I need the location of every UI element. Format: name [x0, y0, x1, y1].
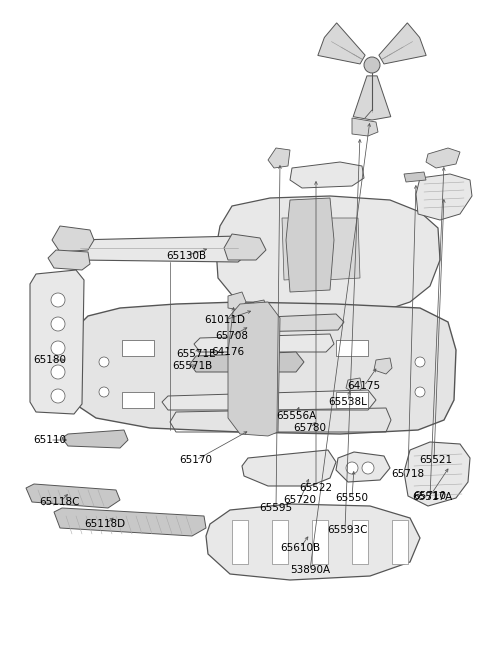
Text: 61011D: 61011D: [204, 315, 245, 325]
Polygon shape: [268, 148, 290, 168]
Polygon shape: [228, 302, 280, 436]
Circle shape: [415, 387, 425, 397]
Polygon shape: [404, 172, 426, 182]
Polygon shape: [242, 450, 336, 486]
Polygon shape: [416, 174, 472, 220]
Text: 65538L: 65538L: [329, 397, 367, 407]
Text: 65118C: 65118C: [40, 497, 80, 507]
Polygon shape: [322, 218, 360, 280]
Polygon shape: [30, 270, 84, 414]
Polygon shape: [52, 226, 94, 252]
Circle shape: [99, 387, 109, 397]
Polygon shape: [232, 520, 248, 564]
Text: 65180: 65180: [34, 355, 67, 365]
Text: 65556A: 65556A: [276, 411, 316, 421]
Polygon shape: [162, 390, 376, 410]
Polygon shape: [122, 340, 154, 356]
Polygon shape: [224, 234, 266, 260]
Circle shape: [51, 341, 65, 355]
Circle shape: [415, 357, 425, 367]
Text: 65718: 65718: [391, 469, 425, 479]
Text: 65595: 65595: [259, 503, 293, 513]
Text: 65710: 65710: [413, 491, 446, 501]
Text: 65708: 65708: [216, 331, 249, 341]
Circle shape: [346, 462, 358, 474]
Text: 64175: 64175: [348, 381, 381, 391]
Text: 65571E: 65571E: [176, 349, 216, 359]
Polygon shape: [290, 162, 364, 188]
Polygon shape: [228, 292, 246, 310]
Text: 65593C: 65593C: [328, 525, 368, 535]
Text: 65550: 65550: [336, 493, 369, 503]
Polygon shape: [404, 442, 470, 506]
Polygon shape: [122, 392, 154, 408]
Polygon shape: [238, 314, 344, 332]
Circle shape: [51, 317, 65, 331]
Circle shape: [362, 462, 374, 474]
Text: 65522: 65522: [300, 483, 333, 493]
Polygon shape: [318, 23, 365, 64]
Text: 65610B: 65610B: [280, 543, 320, 553]
Text: 65110: 65110: [34, 435, 67, 445]
Polygon shape: [392, 520, 408, 564]
Polygon shape: [54, 508, 206, 536]
Text: 65521: 65521: [420, 455, 453, 465]
Polygon shape: [312, 520, 328, 564]
Polygon shape: [216, 196, 440, 316]
Text: 65130B: 65130B: [166, 251, 206, 261]
Polygon shape: [374, 358, 392, 374]
Polygon shape: [190, 352, 304, 372]
Polygon shape: [352, 520, 368, 564]
Text: 64176: 64176: [211, 347, 245, 357]
Polygon shape: [352, 118, 378, 136]
Polygon shape: [206, 504, 420, 580]
Circle shape: [99, 357, 109, 367]
Circle shape: [364, 57, 380, 73]
Polygon shape: [346, 378, 362, 394]
Polygon shape: [336, 392, 368, 408]
Text: 65780: 65780: [293, 423, 326, 433]
Text: 65170: 65170: [180, 455, 213, 465]
Polygon shape: [353, 76, 391, 120]
Text: 65720: 65720: [284, 495, 316, 505]
Text: 65571B: 65571B: [172, 361, 212, 371]
Text: 65517A: 65517A: [412, 492, 452, 502]
Polygon shape: [48, 250, 90, 270]
Polygon shape: [68, 236, 248, 262]
Polygon shape: [272, 520, 288, 564]
Polygon shape: [336, 340, 368, 356]
Text: 53890A: 53890A: [290, 565, 330, 575]
Polygon shape: [26, 484, 120, 508]
Polygon shape: [336, 452, 390, 482]
Circle shape: [51, 389, 65, 403]
Polygon shape: [426, 148, 460, 168]
Circle shape: [51, 365, 65, 379]
Circle shape: [51, 293, 65, 307]
Polygon shape: [282, 218, 320, 280]
Polygon shape: [252, 300, 266, 314]
Polygon shape: [286, 198, 334, 292]
Polygon shape: [379, 23, 426, 64]
Text: 65118D: 65118D: [84, 519, 126, 529]
Polygon shape: [194, 334, 334, 352]
Polygon shape: [62, 430, 128, 448]
Polygon shape: [66, 302, 456, 434]
